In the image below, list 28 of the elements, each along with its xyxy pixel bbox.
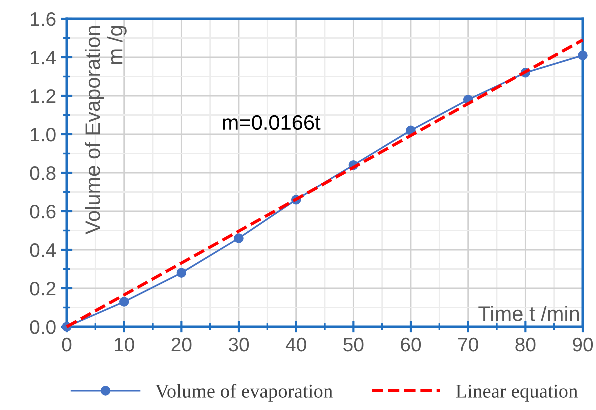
x-tick-label: 0 [62, 338, 72, 352]
y-tick-label: 1.6 [31, 12, 56, 26]
legend-label: Volume of evaporation [156, 384, 333, 402]
y-tick-label: 0.8 [30, 166, 56, 180]
annotation: m=0.0166t [223, 115, 321, 130]
x-tick-label: 30 [228, 338, 250, 352]
y-tick-label: 0.4 [30, 243, 56, 258]
y-tick-label: 1.0 [31, 128, 56, 142]
x-tick-label: 40 [286, 338, 306, 352]
point [234, 234, 244, 244]
x-tick-label: 90 [573, 338, 594, 352]
legend-label: Linear equation [456, 384, 578, 402]
point [578, 50, 588, 60]
y-axis-title: Volume of Evaporation m /g [85, 26, 127, 235]
point [176, 268, 187, 278]
point [119, 297, 130, 307]
x-tick-label: 60 [401, 338, 422, 352]
x-tick-label: 10 [115, 338, 134, 352]
y-tick-label: 0.2 [30, 282, 56, 296]
x-tick-label: 50 [344, 338, 364, 352]
x-axis-title: Time t /min [478, 306, 580, 322]
y-tick-label: 0.0 [30, 320, 56, 334]
x-tick-label: 70 [458, 338, 478, 352]
x-tick-label: 20 [172, 338, 192, 352]
y-tick-label: 1.2 [31, 89, 56, 104]
y-tick-label: 1.4 [31, 51, 56, 65]
x-tick-label: 80 [516, 338, 536, 352]
y-tick-label: 0.6 [30, 204, 56, 219]
